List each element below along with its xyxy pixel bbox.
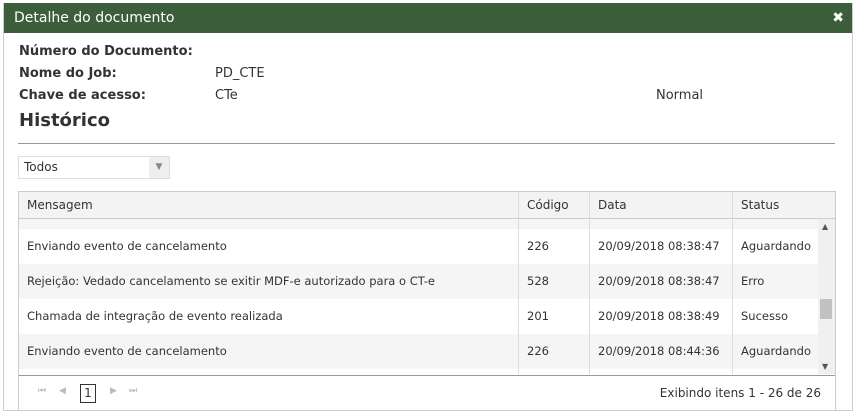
job-name-value: PD_CTE xyxy=(215,66,265,81)
pager-info: Exibindo itens 1 - 26 de 26 xyxy=(659,386,821,400)
column-header-status[interactable]: Status xyxy=(732,192,819,218)
cell-code: 226 xyxy=(518,229,589,264)
cell-message: Enviando evento de cancelamento xyxy=(27,344,227,358)
job-name-label: Nome do Job: xyxy=(19,66,117,81)
last-page-icon[interactable]: ⏭ xyxy=(129,386,138,396)
table-row[interactable]: Chamada de integração de evento realizad… xyxy=(19,299,818,334)
prev-page-icon[interactable]: ◀ xyxy=(59,386,66,396)
grid-body: Enviando evento de cancelamento 226 20/09/… xyxy=(19,219,818,374)
first-page-icon[interactable]: ⏮ xyxy=(38,386,47,396)
cell-status: Aguardando xyxy=(732,334,818,369)
chevron-down-icon[interactable]: ▼ xyxy=(149,157,169,178)
cell-date: 20/09/2018 08:38:49 xyxy=(589,299,732,334)
cell-code: 226 xyxy=(518,334,589,369)
dialog-title: Detalhe do documento xyxy=(14,10,175,26)
access-key-value: CTe xyxy=(215,88,238,103)
column-header-codigo[interactable]: Código xyxy=(518,192,589,218)
scrollbar-thumb[interactable] xyxy=(820,299,832,319)
column-header-data[interactable]: Data xyxy=(589,192,732,218)
cell-message: Rejeição: Vedado cancelamento se exitir … xyxy=(27,274,435,288)
table-row[interactable] xyxy=(19,219,818,229)
cell-message: Chamada de integração de evento realizad… xyxy=(27,309,283,323)
status-filter-select[interactable]: Todos ▼ xyxy=(18,156,170,179)
dialog-titlebar: Detalhe do documento ✖ xyxy=(4,3,852,33)
vertical-scrollbar[interactable]: ▲ ▼ xyxy=(818,219,835,374)
grid-pager: ⏮ ◀ 1 ▶ ⏭ Exibindo itens 1 - 26 de 26 xyxy=(19,375,835,410)
cell-date: 20/09/2018 08:44:36 xyxy=(589,334,732,369)
history-grid: Mensagem Código Data Status Enviando eve… xyxy=(18,191,836,411)
cell-status: Aguardando xyxy=(732,229,818,264)
cell-status: Sucesso xyxy=(732,299,818,334)
table-row[interactable]: Rejeição: Vedado cancelamento se exitir … xyxy=(19,264,818,299)
table-row[interactable]: Enviando evento de cancelamento 226 20/09/… xyxy=(19,229,818,264)
access-key-label: Chave de acesso: xyxy=(19,88,146,103)
next-page-icon[interactable]: ▶ xyxy=(110,386,117,396)
scroll-up-icon[interactable]: ▲ xyxy=(822,222,829,231)
cell-status: Erro xyxy=(732,264,818,299)
history-title: Histórico xyxy=(19,110,111,131)
column-header-mensagem[interactable]: Mensagem xyxy=(27,198,93,212)
page-1-button[interactable]: 1 xyxy=(80,384,96,403)
cell-code: 528 xyxy=(518,264,589,299)
access-key-type: Normal xyxy=(656,88,704,103)
grid-header: Mensagem Código Data Status xyxy=(19,192,835,219)
cell-date: 20/09/2018 08:38:47 xyxy=(589,264,732,299)
divider xyxy=(18,143,835,144)
table-row[interactable] xyxy=(19,369,818,374)
scroll-down-icon[interactable]: ▼ xyxy=(822,362,829,371)
document-number-label: Número do Documento: xyxy=(19,44,193,59)
close-icon[interactable]: ✖ xyxy=(832,10,844,26)
cell-code: 201 xyxy=(518,299,589,334)
cell-date: 20/09/2018 08:38:47 xyxy=(589,229,732,264)
cell-message: Enviando evento de cancelamento xyxy=(27,239,227,253)
table-row[interactable]: Enviando evento de cancelamento 226 20/09/… xyxy=(19,334,818,369)
status-filter-value: Todos xyxy=(24,160,58,174)
